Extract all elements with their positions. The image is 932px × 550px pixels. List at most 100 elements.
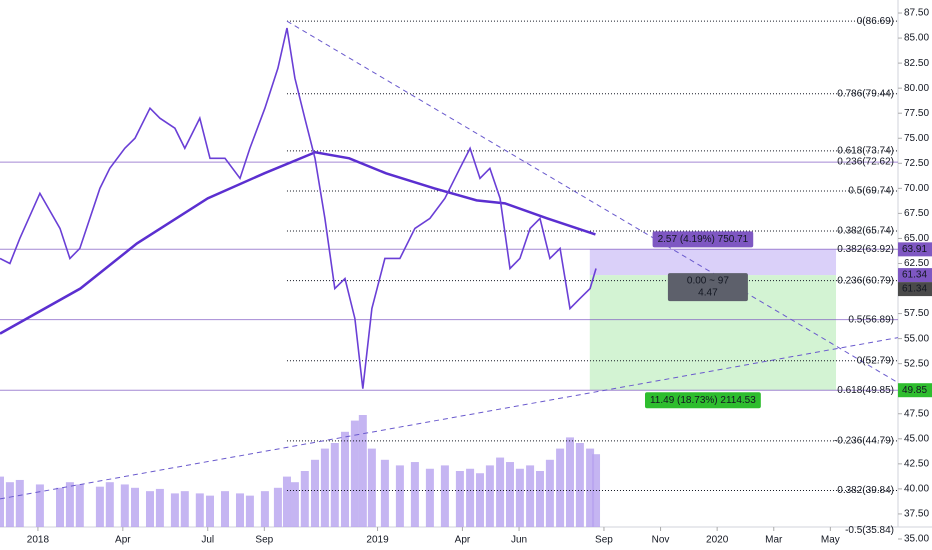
y-tick-label: 65.00: [904, 233, 929, 244]
y-tick-label: 40.00: [904, 484, 929, 495]
price-tag: [898, 242, 932, 257]
volume-bar: [485, 465, 494, 527]
volume-bar: [205, 495, 214, 527]
x-tick-label: Jun: [511, 535, 527, 546]
y-tick-label: 55.00: [904, 333, 929, 344]
volume-bar: [105, 482, 114, 527]
stop-label-box: [644, 392, 761, 409]
volume-bar: [475, 473, 484, 527]
x-tick-label: Nov: [652, 535, 670, 546]
volume-bar: [320, 448, 329, 527]
volume-bar: [367, 448, 376, 527]
y-tick-label: 45.00: [904, 433, 929, 444]
fib-label: 0.618(49.85): [837, 385, 894, 396]
x-tick-label: 2019: [366, 535, 389, 546]
fib-label: -0.5(35.84): [845, 525, 894, 536]
price-tag-label: 61.34: [902, 284, 927, 295]
price-tag: [898, 282, 932, 297]
volume-bar: [575, 443, 584, 527]
volume-bar: [310, 459, 319, 527]
y-tick-label: 37.50: [904, 509, 929, 520]
volume-bar: [145, 491, 154, 527]
volume-bar: [330, 443, 339, 527]
y-tick-label: 57.50: [904, 308, 929, 319]
volume-bar: [290, 482, 299, 527]
volume-bar: [245, 495, 254, 527]
x-tick-label: May: [821, 535, 840, 546]
x-tick-label: 2020: [706, 535, 729, 546]
volume-bar: [220, 491, 229, 527]
volume-bar: [15, 479, 24, 527]
volume-bar: [535, 471, 544, 527]
info-box: [667, 273, 748, 302]
volume-bar: [35, 484, 44, 527]
trend-line: [286, 20, 898, 384]
volume-bar: [425, 468, 434, 527]
volume-bar: [75, 484, 84, 527]
info-text: 4.47: [698, 288, 718, 299]
volume-bar: [300, 471, 309, 527]
fib-label: 0(86.69): [857, 16, 894, 27]
x-tick-label: Apr: [115, 535, 131, 546]
fib-label: 0.236(72.62): [837, 157, 894, 168]
fib-label: 0.382(65.74): [837, 226, 894, 237]
volume-bar: [170, 493, 179, 527]
x-tick-label: Apr: [455, 535, 471, 546]
volume-bar: [556, 448, 565, 527]
volume-bar: [180, 491, 189, 527]
fib-label: 0.786(79.44): [837, 88, 894, 99]
y-tick-label: 80.00: [904, 83, 929, 94]
volume-bar: [586, 448, 595, 527]
volume-bar: [260, 491, 269, 527]
volume-bar: [410, 462, 419, 527]
y-tick-label: 75.00: [904, 133, 929, 144]
x-tick-label: Jul: [201, 535, 214, 546]
volume-bar: [195, 493, 204, 527]
fib-label: 0(52.79): [857, 355, 894, 366]
volume-bar: [120, 484, 129, 527]
y-tick-label: 52.50: [904, 358, 929, 369]
volume-bar: [380, 459, 389, 527]
volume-bar: [526, 465, 535, 527]
volume-bar: [282, 476, 291, 527]
volume-bar: [395, 465, 404, 527]
trend-line: [0, 337, 898, 500]
volume-bar: [496, 457, 505, 527]
volume-bar: [55, 487, 64, 527]
target-label: 2.57 (4.19%) 750.71: [658, 234, 749, 245]
target-zone: [589, 249, 837, 276]
price-tag: [898, 383, 932, 398]
volume-bar: [350, 420, 359, 527]
y-tick-label: 47.50: [904, 408, 929, 419]
moving-average: [0, 150, 596, 335]
volume-bar: [95, 486, 104, 527]
x-tick-label: Sep: [255, 535, 273, 546]
fib-label: 0.5(56.89): [848, 314, 894, 325]
y-tick-label: 35.00: [904, 534, 929, 545]
x-tick-label: Sep: [595, 535, 613, 546]
volume-bar: [455, 471, 464, 527]
fib-label: 0.5(69.74): [848, 186, 894, 197]
price-line: [0, 27, 597, 389]
volume-bar: [273, 487, 282, 527]
volume-bar: [358, 415, 367, 527]
volume-bar: [130, 487, 139, 527]
y-tick-label: 70.00: [904, 183, 929, 194]
volume-bar: [0, 476, 4, 527]
y-tick-label: 77.50: [904, 108, 929, 119]
volume-bar: [565, 437, 574, 527]
volume-bar: [340, 431, 349, 527]
price-tag-label: 63.91: [902, 244, 927, 255]
fib-label: 0.618(73.74): [837, 146, 894, 157]
fib-label: 0.382(39.84): [837, 485, 894, 496]
x-tick-label: 2018: [27, 535, 50, 546]
info-text: 0.00 ~ 97: [687, 276, 729, 287]
target-label-box: [652, 231, 754, 248]
volume-bar: [466, 468, 475, 527]
y-tick-label: 42.50: [904, 458, 929, 469]
volume-bar: [545, 459, 554, 527]
price-tag-label: 61.34: [902, 270, 927, 281]
volume-bar: [505, 462, 514, 527]
fib-label: -0.236(44.79): [834, 436, 894, 447]
